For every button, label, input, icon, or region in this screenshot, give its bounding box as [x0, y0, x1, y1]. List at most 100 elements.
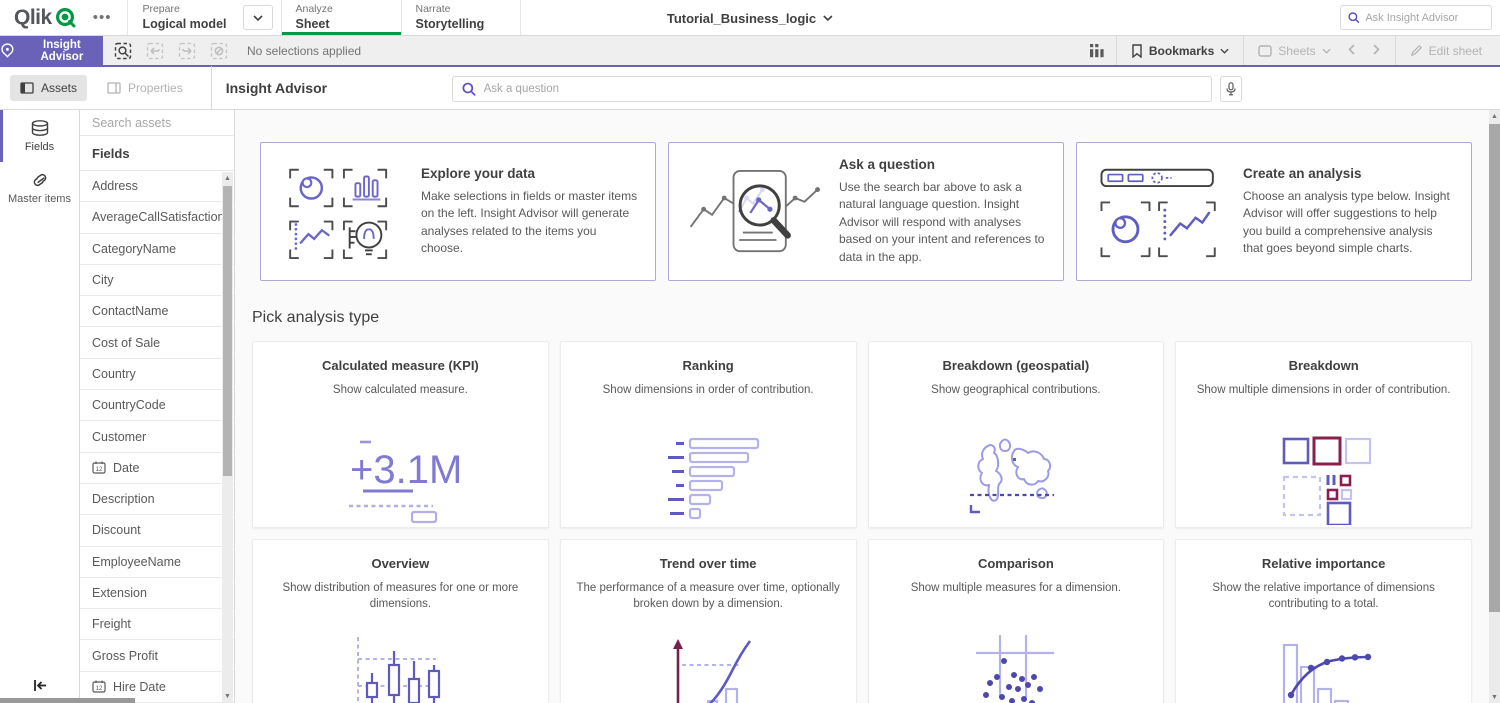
- analysis-card-calculated-measure[interactable]: Calculated measure (KPI) Show calculated…: [252, 341, 549, 528]
- field-item[interactable]: EmployeeName: [80, 547, 234, 578]
- field-list-scrollbar[interactable]: ▲ ▼: [222, 172, 233, 702]
- box-plot-icon: [357, 637, 441, 703]
- field-item[interactable]: AverageCallSatisfaction: [80, 202, 234, 234]
- app-title-text: Tutorial_Business_logic: [666, 10, 817, 26]
- breakdown-squares-icon: [1282, 436, 1371, 525]
- voice-input-button[interactable]: [1220, 76, 1242, 102]
- ask-a-question-input[interactable]: [483, 83, 1202, 95]
- create-an-analysis-card[interactable]: Create an analysis Choose an analysis ty…: [1076, 142, 1472, 281]
- analysis-card-title: Trend over time: [659, 556, 757, 571]
- properties-panel-icon: [107, 82, 121, 94]
- ask-insight-advisor-search[interactable]: [1340, 5, 1492, 30]
- selections-tool-button[interactable]: [111, 40, 135, 62]
- analysis-card-breakdown[interactable]: Breakdown Show multiple dimensions in or…: [1175, 341, 1472, 528]
- field-item[interactable]: Discount: [80, 515, 234, 547]
- clear-selections-button[interactable]: [207, 40, 231, 62]
- nav-page-label: Storytelling: [415, 16, 485, 31]
- properties-tab[interactable]: Properties: [97, 75, 193, 101]
- redo-selection-button[interactable]: [175, 40, 199, 62]
- scroll-up-arrow[interactable]: ▲: [224, 174, 231, 182]
- nav-tab-narrate[interactable]: Narrate Storytelling: [400, 0, 521, 35]
- ask-a-question-search[interactable]: [452, 76, 1212, 102]
- field-label: ContactName: [92, 304, 169, 319]
- scroll-down-arrow[interactable]: ▼: [1491, 693, 1498, 701]
- page-title: Insight Advisor: [225, 80, 328, 96]
- hero-text: Create an analysis Choose an analysis ty…: [1243, 166, 1455, 258]
- field-item[interactable]: City: [80, 265, 234, 297]
- analysis-card-breakdown-geospatial[interactable]: Breakdown (geospatial) Show geographical…: [867, 341, 1165, 528]
- sidebar-item-master-items[interactable]: Master items: [0, 162, 79, 214]
- collapse-panel-button[interactable]: [28, 675, 52, 695]
- hero-card-title: Create an analysis: [1243, 165, 1362, 181]
- undo-selection-button[interactable]: [143, 40, 167, 62]
- clear-selections-icon: [210, 42, 228, 59]
- bookmarks-button[interactable]: Bookmarks: [1123, 44, 1237, 58]
- sheet-overview-button[interactable]: [1086, 40, 1110, 62]
- analysis-card-relative-importance[interactable]: Relative importance Show the relative im…: [1175, 539, 1472, 703]
- analysis-card-comparison[interactable]: Comparison Show multiple measures for a …: [867, 539, 1165, 703]
- analysis-card-trend-over-time[interactable]: Trend over time The performance of a mea…: [559, 539, 857, 703]
- horizontal-scrollbar-thumb[interactable]: [0, 698, 135, 703]
- field-label: Cost of Sale: [92, 335, 161, 350]
- scroll-up-arrow[interactable]: ▲: [1491, 112, 1498, 120]
- top-bar: Qlik ••• Prepare Logical model Analyze S…: [0, 0, 1500, 36]
- more-menu-button[interactable]: •••: [92, 9, 112, 26]
- chevron-down-icon: [823, 15, 833, 21]
- database-icon: [31, 119, 48, 136]
- field-item[interactable]: 12 Date: [80, 453, 234, 484]
- field-item[interactable]: CountryCode: [80, 390, 234, 422]
- field-item[interactable]: CategoryName: [80, 234, 234, 265]
- calendar-icon: 12: [92, 680, 106, 693]
- toolbar-divider: [1243, 36, 1245, 65]
- chevron-down-icon: [252, 14, 263, 21]
- app-title[interactable]: Tutorial_Business_logic: [667, 0, 833, 36]
- insight-advisor-button[interactable]: Insight Advisor: [0, 36, 103, 65]
- chevron-left-icon: [1347, 44, 1355, 55]
- qlik-logo[interactable]: Qlik: [0, 0, 83, 35]
- fields-section-header: Fields: [80, 136, 234, 171]
- analysis-card-ranking[interactable]: Ranking Show dimensions in order of cont…: [559, 341, 857, 528]
- main-nav: Prepare Logical model Analyze Sheet Narr…: [127, 0, 521, 35]
- field-item[interactable]: Gross Profit: [80, 640, 234, 672]
- sheets-button[interactable]: Sheets: [1250, 44, 1338, 58]
- world-map-icon: [969, 438, 1054, 514]
- svg-text:12: 12: [96, 467, 103, 473]
- ask-insight-advisor-input[interactable]: [1365, 11, 1484, 24]
- field-item[interactable]: ContactName: [80, 296, 234, 328]
- header-divider: [210, 65, 212, 111]
- nav-tab-prepare[interactable]: Prepare Logical model: [127, 0, 240, 35]
- field-item[interactable]: Cost of Sale: [80, 327, 234, 359]
- sheet-toolbar-right: Bookmarks Sheets Edit sheet: [1086, 36, 1500, 65]
- main-scrollbar[interactable]: ▲ ▼: [1489, 110, 1500, 703]
- field-item[interactable]: Extension: [80, 578, 234, 610]
- explore-your-data-card[interactable]: Explore your data Make selections in fie…: [260, 142, 656, 281]
- nav-section-label: Prepare: [142, 2, 180, 15]
- bookmarks-label: Bookmarks: [1148, 43, 1215, 58]
- qlik-logo-text: Qlik: [14, 5, 52, 29]
- hero-card-description: Choose an analysis type below. Insight A…: [1243, 188, 1450, 255]
- previous-sheet-button[interactable]: [1339, 43, 1364, 58]
- sidebar-item-fields[interactable]: Fields: [0, 110, 79, 162]
- scroll-down-arrow[interactable]: ▼: [224, 692, 231, 700]
- field-item[interactable]: Customer: [80, 421, 234, 453]
- ask-a-question-card[interactable]: Ask a question Use the search bar above …: [668, 142, 1064, 281]
- assets-tab[interactable]: Assets: [10, 75, 88, 101]
- search-assets-input[interactable]: [80, 110, 234, 136]
- field-label: Discount: [92, 523, 141, 538]
- field-label: Extension: [92, 586, 147, 600]
- field-item[interactable]: Address: [80, 171, 234, 203]
- analysis-card-overview[interactable]: Overview Show distribution of measures f…: [252, 539, 549, 703]
- pencil-icon: [1410, 45, 1422, 57]
- field-item[interactable]: Description: [80, 484, 234, 516]
- field-item[interactable]: Country: [80, 359, 234, 391]
- nav-tab-analyze[interactable]: Analyze Sheet: [280, 0, 401, 35]
- scrollbar-thumb[interactable]: [223, 186, 232, 476]
- field-label: Description: [92, 492, 155, 507]
- toolbar-divider: [1115, 36, 1117, 65]
- qlik-logo-mark: [55, 7, 76, 27]
- edit-sheet-button[interactable]: Edit sheet: [1402, 44, 1490, 58]
- next-sheet-button[interactable]: [1364, 43, 1389, 58]
- prepare-dropdown-button[interactable]: [242, 5, 273, 30]
- scrollbar-thumb[interactable]: [1489, 124, 1500, 612]
- field-item[interactable]: Freight: [80, 609, 234, 641]
